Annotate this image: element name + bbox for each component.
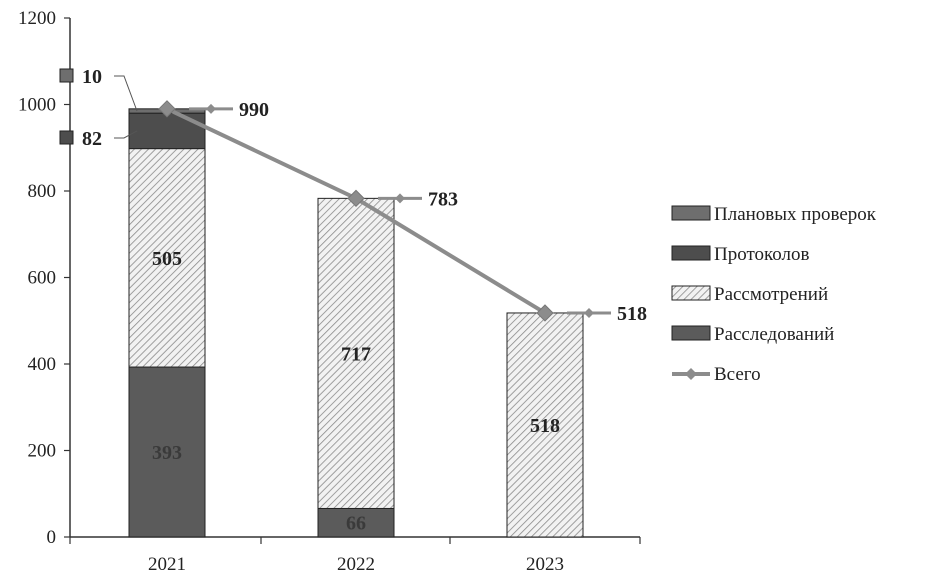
legend: Плановых проверок Протоколов Рассмотрений Р… [671,204,877,385]
bar-расследований-2022 [317,507,395,538]
callout-leader-плановых-проверок [114,75,138,112]
data-label-рассмотрений-2022: 717 [341,343,371,365]
total-label-marker [584,307,594,318]
x-tick-label-2022: 2022 [337,554,375,575]
callout-leader-протоколов [114,130,138,139]
callout-swatch-плановых-проверок [59,68,74,83]
callout-swatch-протоколов [59,130,74,145]
legend-label-рассмотрений: Рассмотрений [714,284,828,305]
total-label-2022: 783 [428,188,458,210]
total-point-2023 [536,304,554,322]
total-point-2022 [347,189,365,208]
legend-swatch-расследований [671,325,711,341]
legend-swatch-протоколов [671,245,711,261]
data-label-расследований-2021: 393 [152,442,182,464]
bar-рассмотрений-2023 [506,312,584,538]
total-label-marker [206,103,216,114]
legend-marker-всего [685,368,697,380]
bar-расследований-2021 [128,366,206,538]
data-label-протоколов-2021: 82 [82,128,102,150]
y-tick-label: 600 [28,268,57,289]
y-tick-label: 400 [28,354,57,375]
data-label-плановых-проверок-2021: 10 [82,66,102,88]
data-label-расследований-2022: 66 [346,513,366,535]
total-point-2021 [158,100,176,118]
y-tick-label: 1000 [18,95,56,116]
legend-label-протоколов: Протоколов [714,244,810,265]
total-label-marker [395,193,405,204]
legend-swatch-плановых-проверок [671,205,711,221]
axes: 0 200 400 600 800 1000 1200 2021 2022 2023 [18,8,641,575]
bar-протоколов-2021 [128,112,206,150]
x-tick-label-2021: 2021 [148,554,186,575]
legend-label-всего: Всего [714,364,761,385]
legend-swatch-рассмотрений [671,285,711,301]
y-tick-label: 200 [28,441,57,462]
legend-label-расследований: Расследований [714,324,834,345]
bars [128,108,584,538]
total-line [158,100,554,322]
x-tick-label-2023: 2023 [526,554,564,575]
y-tick-label: 0 [47,527,57,548]
legend-label-плановых-проверок: Плановых проверок [714,204,877,225]
y-tick-label: 1200 [18,8,56,29]
y-tick-label: 800 [28,181,57,202]
total-label-2023: 518 [617,303,647,325]
data-label-рассмотрений-2023: 518 [530,415,560,437]
data-label-рассмотрений-2021: 505 [152,248,182,270]
total-label-2021: 990 [239,99,269,121]
data-labels: 393 505 82 10 66 717 518 990 783 518 [59,66,647,535]
